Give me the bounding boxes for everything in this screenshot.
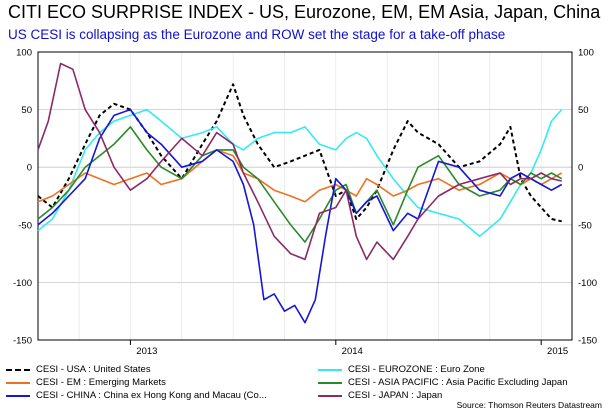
y-tick-left--100: -100 (13, 278, 32, 289)
legend: CESI - USA : United States CESI - EUROZO… (0, 364, 610, 401)
y-tick-right--150: -150 (578, 336, 597, 347)
legend-label-asia: CESI - ASIA PACIFIC : Asia Pacific Exclu… (348, 377, 568, 388)
legend-item-japan: CESI - JAPAN : Japan (318, 390, 442, 401)
legend-label-japan: CESI - JAPAN : Japan (348, 390, 443, 401)
source-note: Source: Thomson Reuters Datastream (456, 400, 602, 410)
series-line-china (37, 108, 563, 324)
y-tick-left-50: 50 (21, 105, 32, 116)
legend-label-euro: CESI - EUROZONE : Euro Zone (348, 364, 485, 375)
y-tick-right--50: -50 (578, 220, 592, 231)
y-tick-right--100: -100 (578, 278, 597, 289)
chart-title: CITI ECO SURPRISE INDEX - US, Eurozone, … (8, 2, 601, 22)
y-tick-left-0: 0 (27, 163, 32, 174)
legend-swatch-asia (318, 381, 342, 384)
legend-item-china: CESI - CHINA : China ex Hong Kong and Ma… (6, 390, 267, 401)
y-tick-right-50: 50 (578, 105, 589, 116)
series-line-euro (37, 108, 563, 238)
legend-label-em: CESI - EM : Emerging Markets (36, 377, 166, 388)
plot-frame (37, 51, 573, 341)
legend-item-em: CESI - EM : Emerging Markets (6, 377, 166, 388)
legend-item-euro: CESI - EUROZONE : Euro Zone (318, 364, 485, 375)
legend-swatch-japan (318, 394, 342, 397)
legend-label-us: CESI - USA : United States (36, 364, 151, 375)
legend-item-asia: CESI - ASIA PACIFIC : Asia Pacific Exclu… (318, 377, 567, 388)
legend-swatch-euro (318, 368, 342, 371)
x-tick-label-2014: 2014 (342, 346, 363, 357)
series-line-us (37, 83, 562, 223)
chart-subtitle: US CESI is collapsing as the Eurozone an… (8, 27, 506, 42)
y-tick-left-100: 100 (16, 48, 32, 59)
legend-swatch-china (6, 394, 30, 397)
legend-label-china: CESI - CHINA : China ex Hong Kong and Ma… (36, 390, 267, 401)
legend-item-us: CESI - USA : United States (6, 364, 151, 375)
legend-swatch-us (6, 368, 30, 371)
x-tick-label-2015: 2015 (547, 346, 568, 357)
series-line-asia (37, 126, 563, 243)
y-tick-right-100: 100 (578, 48, 594, 59)
legend-swatch-em (6, 381, 30, 384)
y-tick-left--50: -50 (18, 220, 32, 231)
y-tick-left--150: -150 (13, 336, 32, 347)
series-line-japan (37, 62, 562, 261)
x-tick-label-2013: 2013 (136, 346, 157, 357)
y-tick-right-0: 0 (578, 163, 583, 174)
